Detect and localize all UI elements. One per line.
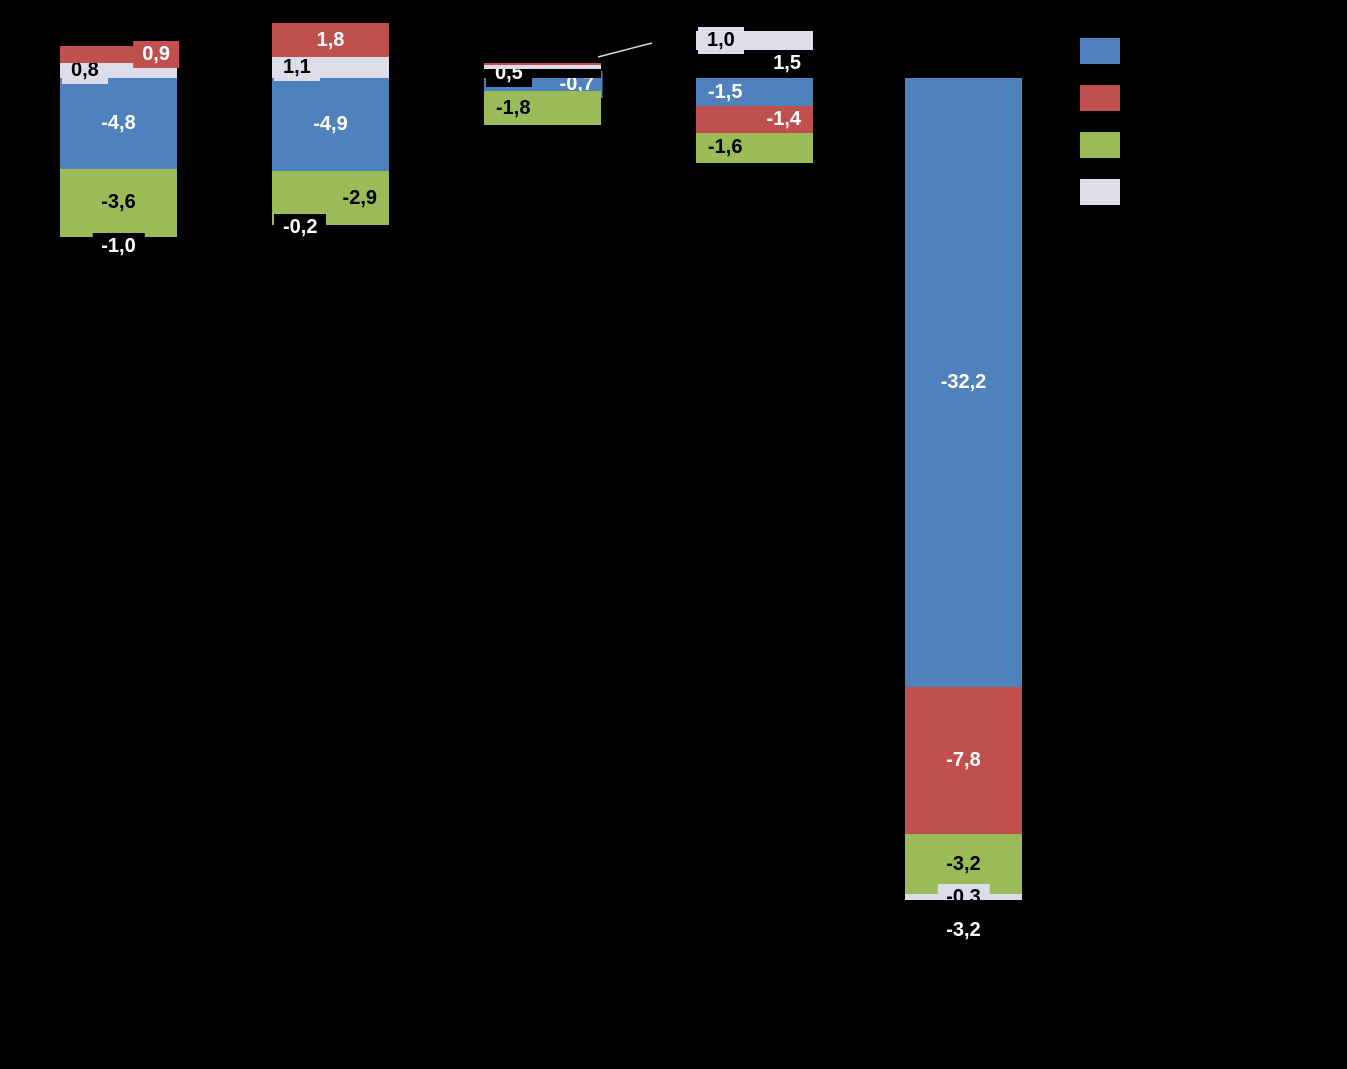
data-label: -1,4 [766, 108, 801, 131]
data-label: 1,0 [698, 26, 744, 54]
series-green-segment: -2,9 [272, 170, 389, 226]
data-label: -3,6 [101, 191, 136, 214]
data-label: -4,9 [313, 112, 348, 135]
series-blue-segment: -1,5 [696, 78, 813, 107]
data-label: -1,0 [92, 232, 145, 260]
data-label: -1,8 [496, 96, 531, 119]
series-red-segment: -7,8 [905, 686, 1022, 834]
data-label: -3,2 [946, 852, 981, 875]
series-blue-segment: -32,2 [905, 78, 1022, 687]
series-blue-segment: -4,9 [272, 78, 389, 171]
legend-swatch [1080, 85, 1120, 111]
series-red-segment: -1,4 [696, 106, 813, 133]
series-green-segment: -1,6 [696, 132, 813, 164]
series-blue-segment: -4,8 [60, 78, 177, 169]
legend-swatch [1080, 38, 1120, 64]
series-black-segment: 1,5 [696, 49, 813, 78]
legend-swatch [1080, 132, 1120, 158]
data-label: -32,2 [940, 370, 987, 393]
series-red-segment: 1,8 [272, 23, 389, 58]
series-lightgray-segment [484, 64, 601, 69]
leader-line [597, 42, 653, 58]
series-green-segment: -3,6 [60, 168, 177, 237]
series-red-segment [484, 62, 601, 65]
legend-swatch [1080, 179, 1120, 205]
data-label: -1,5 [708, 80, 743, 103]
data-label: -0,2 [274, 213, 327, 241]
series-black-segment [484, 68, 601, 78]
data-label: 0,9 [133, 40, 179, 68]
series-black-segment: -3,2 [905, 900, 1022, 961]
data-label: -2,9 [342, 186, 377, 209]
data-label: -1,6 [708, 136, 743, 159]
data-label: -7,8 [946, 748, 981, 771]
series-green-segment: -1,8 [484, 91, 601, 126]
data-label: 1,5 [773, 52, 801, 75]
data-label: 1,8 [316, 28, 345, 51]
data-label: -4,8 [101, 111, 136, 134]
data-label: 1,1 [274, 54, 320, 82]
series-black-segment [272, 225, 389, 230]
data-label: -3,2 [946, 918, 981, 941]
